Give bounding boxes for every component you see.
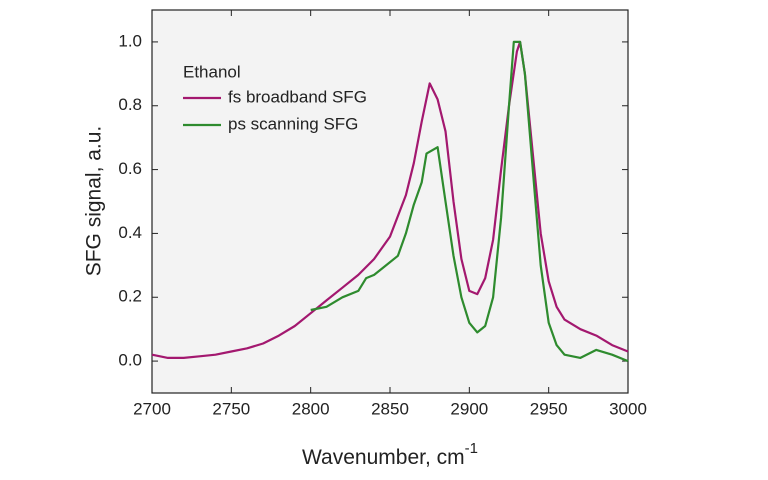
y-tick-label: 0.8 [118, 95, 142, 114]
x-tick-label: 2900 [450, 399, 488, 418]
legend-label: ps scanning SFG [228, 114, 358, 133]
x-tick-label: 2700 [133, 399, 171, 418]
legend-title: Ethanol [183, 62, 241, 81]
x-axis-label: Wavenumber, cm-1 [302, 440, 478, 469]
y-tick-label: 0.2 [118, 287, 142, 306]
y-tick-label: 0.6 [118, 159, 142, 178]
x-tick-label: 3000 [609, 399, 647, 418]
y-tick-label: 0.4 [118, 223, 142, 242]
x-tick-label: 2850 [371, 399, 409, 418]
plot-area [151, 9, 629, 394]
x-tick-label: 2800 [292, 399, 330, 418]
x-tick-label: 2750 [212, 399, 250, 418]
x-axis-label-sup: -1 [465, 440, 478, 457]
y-axis-label: SFG signal, a.u. [83, 126, 106, 277]
data-line [310, 40, 629, 363]
y-tick-label: 0.0 [118, 351, 142, 370]
legend-label: fs broadband SFG [228, 87, 367, 106]
x-axis-label-text: Wavenumber, cm [302, 446, 465, 469]
data-line [151, 40, 629, 359]
y-tick-label: 1.0 [118, 31, 142, 50]
x-tick-label: 2950 [530, 399, 568, 418]
